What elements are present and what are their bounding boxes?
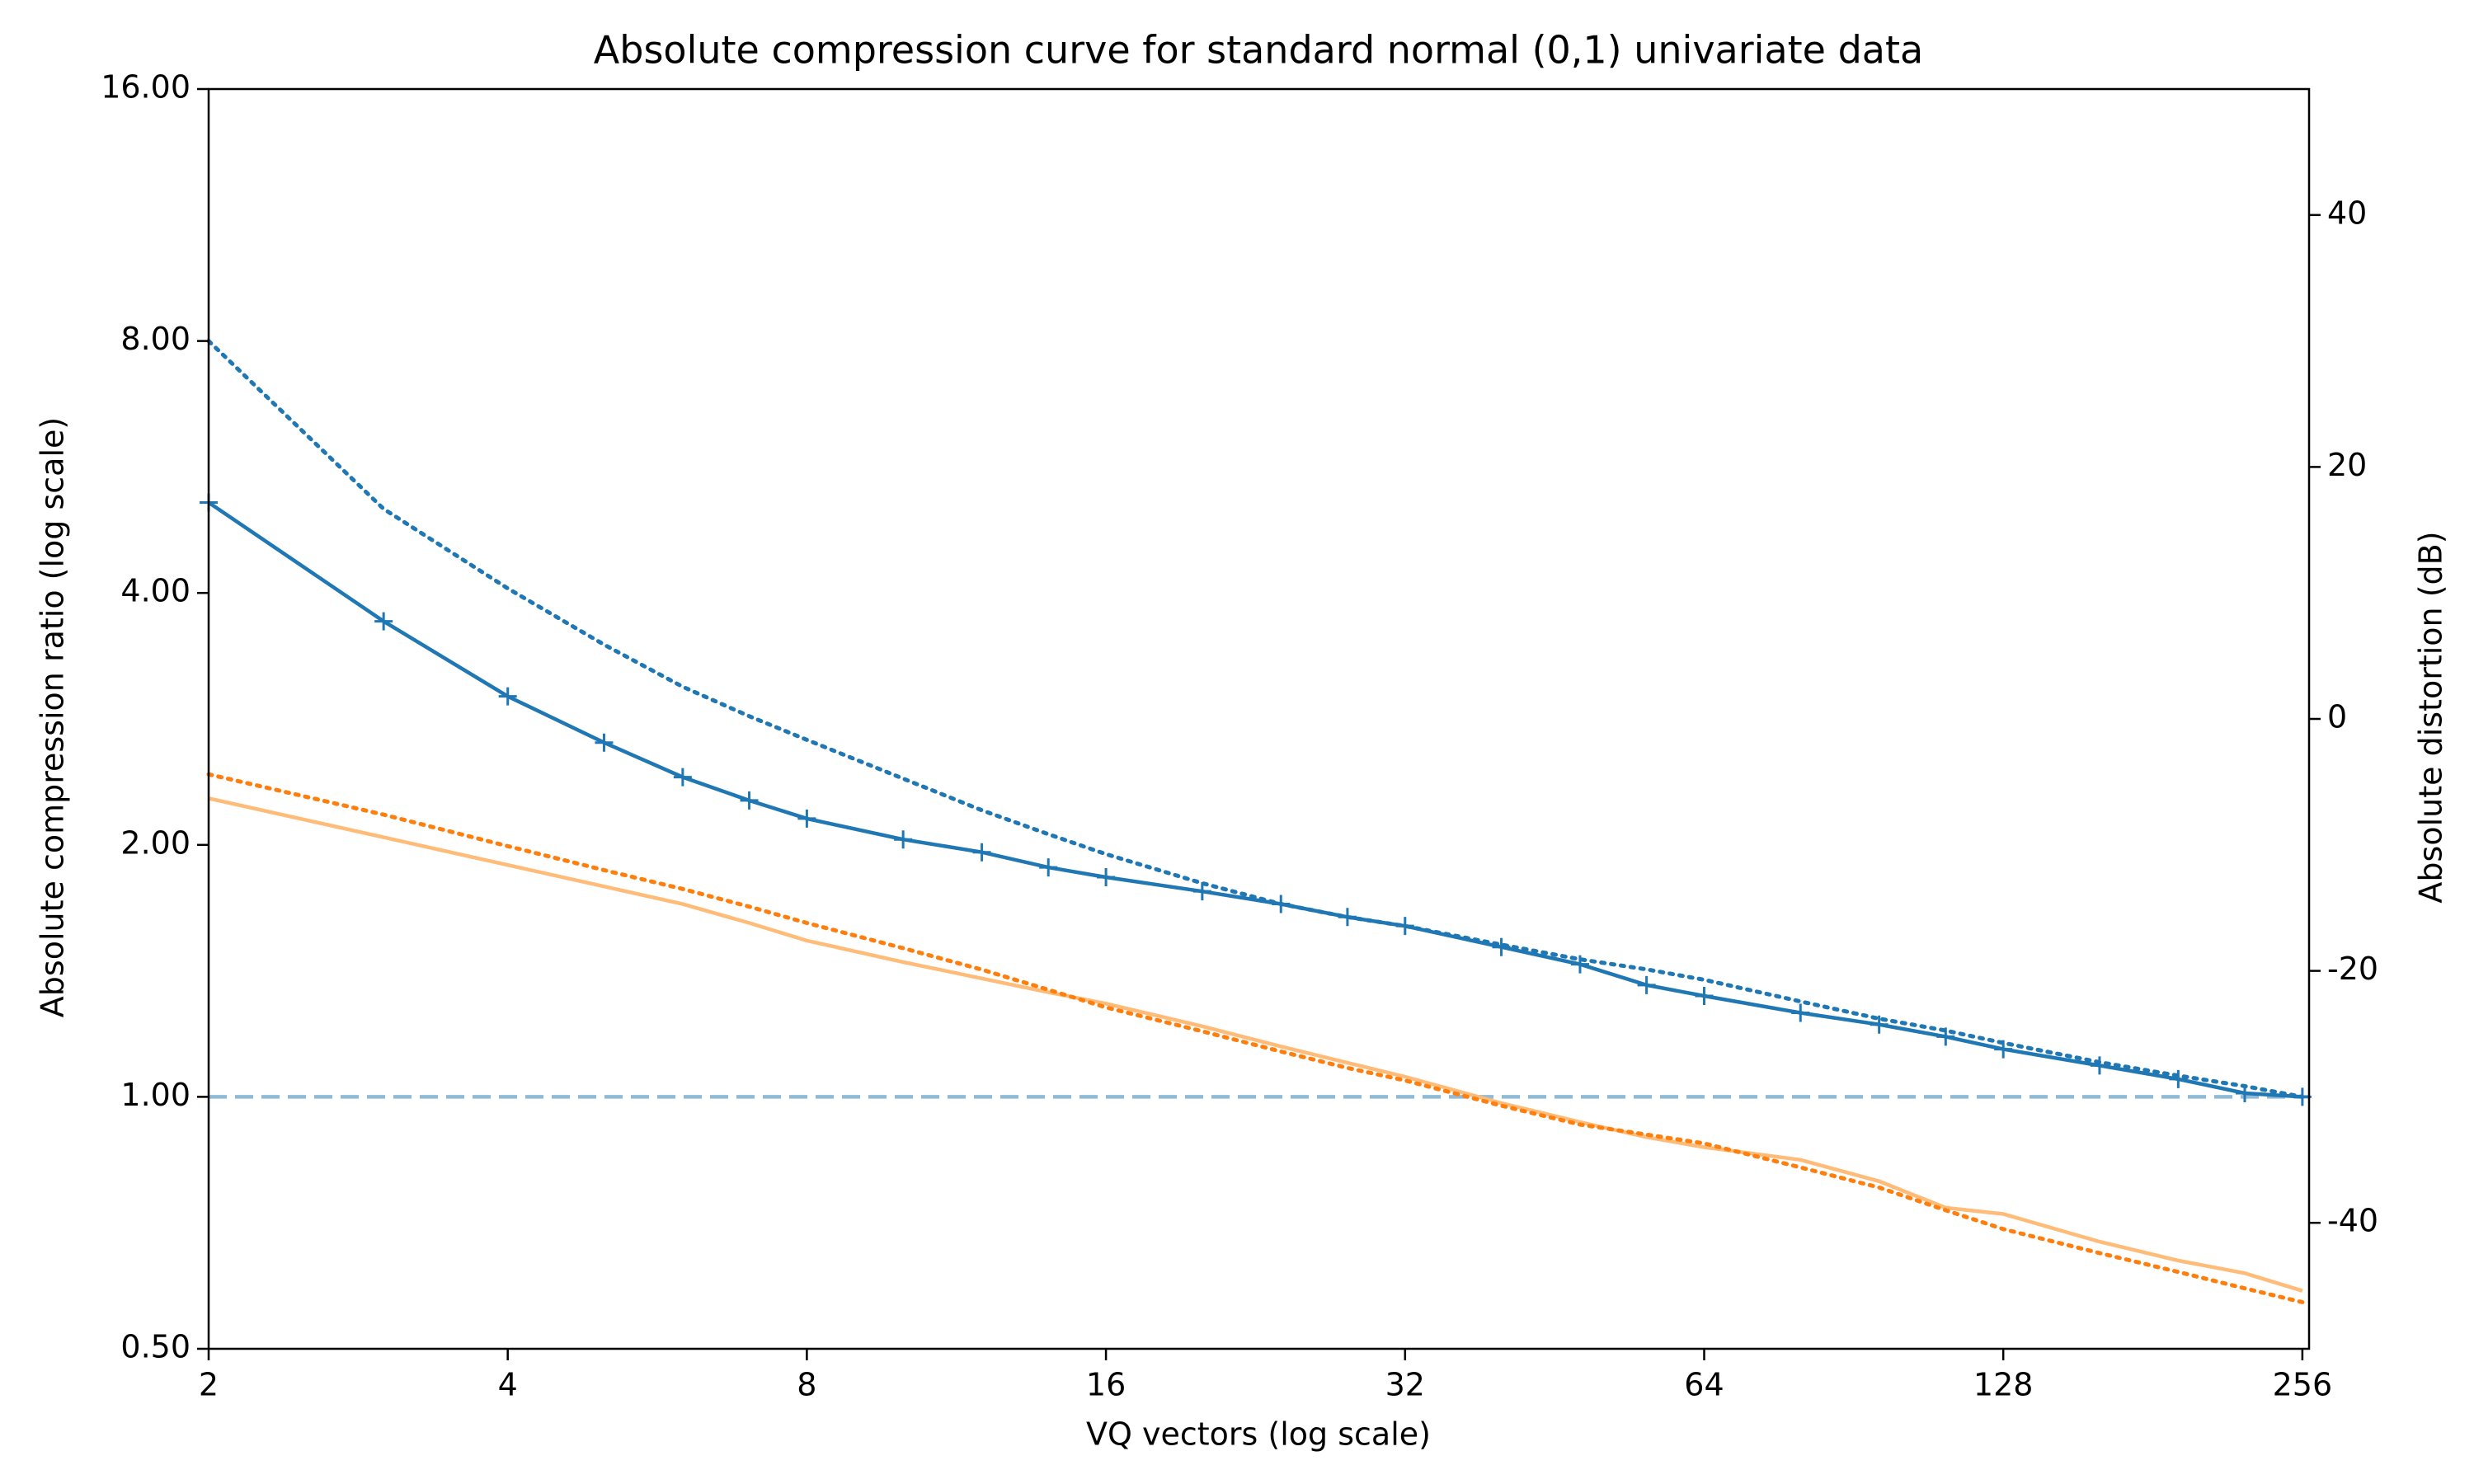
point-marker — [797, 809, 816, 828]
y-tick-label: 2.00 — [120, 824, 190, 861]
chart-title: Absolute compression curve for standard … — [594, 28, 1923, 73]
x-tick-label: 4 — [498, 1367, 518, 1403]
point-marker — [1570, 955, 1589, 974]
series-line — [206, 772, 2305, 1304]
y-tick-label: 16.00 — [101, 69, 190, 106]
y-tick-label: 1.00 — [120, 1077, 190, 1113]
point-marker — [1695, 987, 1714, 1005]
point-marker — [740, 791, 759, 810]
point-marker — [2169, 1069, 2188, 1088]
y2-tick-label: 20 — [2327, 447, 2367, 483]
y2-tick-label: -40 — [2327, 1203, 2378, 1239]
y2-tick-label: 40 — [2327, 195, 2367, 231]
y2-tick-label: 0 — [2327, 699, 2347, 735]
y-tick-label: 0.50 — [120, 1329, 190, 1365]
y2-axis-label: Absolute distortion (dB) — [2413, 531, 2449, 903]
point-marker — [1637, 975, 1656, 994]
point-marker — [894, 830, 913, 849]
x-axis-label: VQ vectors (log scale) — [1086, 1416, 1431, 1453]
point-marker — [1097, 867, 1116, 886]
series-line — [208, 796, 2303, 1293]
point-marker — [972, 843, 991, 862]
x-tick-label: 128 — [1973, 1367, 2034, 1403]
x-tick-label: 256 — [2273, 1367, 2333, 1403]
series-line — [206, 339, 2305, 1099]
point-marker — [498, 687, 517, 706]
point-marker — [1791, 1003, 1810, 1022]
point-marker — [1870, 1015, 1888, 1034]
point-marker — [2090, 1056, 2109, 1075]
point-marker — [595, 733, 614, 752]
x-tick-label: 2 — [199, 1367, 219, 1403]
point-marker — [673, 768, 692, 787]
x-tick-label: 32 — [1385, 1367, 1425, 1403]
y-tick-label: 8.00 — [120, 321, 190, 357]
y2-tick-label: -20 — [2327, 951, 2378, 987]
x-tick-label: 8 — [797, 1367, 816, 1403]
point-marker — [1192, 882, 1211, 901]
x-tick-label: 16 — [1086, 1367, 1126, 1403]
y-tick-label: 4.00 — [120, 573, 190, 609]
point-marker — [374, 612, 393, 631]
x-tick-label: 64 — [1684, 1367, 1724, 1403]
point-marker — [1039, 858, 1058, 877]
y-axis-label: Absolute compression ratio (log scale) — [35, 417, 71, 1017]
